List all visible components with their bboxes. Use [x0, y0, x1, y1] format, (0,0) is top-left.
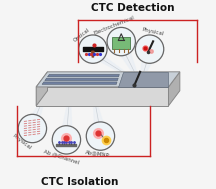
- Polygon shape: [86, 53, 140, 83]
- Text: Physical: Physical: [142, 27, 165, 37]
- Circle shape: [52, 126, 81, 154]
- Circle shape: [135, 35, 164, 63]
- Text: CTC Detection: CTC Detection: [91, 3, 174, 13]
- Text: Ab@MNP: Ab@MNP: [85, 149, 111, 158]
- Polygon shape: [45, 78, 118, 81]
- Text: Ab @Channel: Ab @Channel: [43, 149, 79, 165]
- Polygon shape: [36, 72, 180, 87]
- Circle shape: [86, 122, 115, 150]
- Polygon shape: [48, 74, 119, 77]
- Polygon shape: [42, 82, 117, 84]
- Polygon shape: [168, 72, 180, 106]
- Text: CTC Isolation: CTC Isolation: [41, 177, 118, 187]
- Polygon shape: [27, 89, 48, 124]
- Text: Optical: Optical: [73, 27, 91, 43]
- Circle shape: [18, 114, 47, 143]
- Polygon shape: [61, 91, 72, 136]
- Polygon shape: [36, 87, 168, 106]
- Polygon shape: [114, 46, 140, 83]
- Polygon shape: [140, 53, 157, 83]
- Polygon shape: [36, 72, 48, 106]
- Text: Electrochemical: Electrochemical: [93, 15, 136, 36]
- Polygon shape: [118, 72, 168, 87]
- Text: Physical: Physical: [11, 134, 32, 151]
- Circle shape: [107, 27, 135, 56]
- Circle shape: [79, 35, 107, 63]
- FancyBboxPatch shape: [112, 37, 130, 49]
- Polygon shape: [93, 91, 106, 132]
- Polygon shape: [92, 51, 94, 57]
